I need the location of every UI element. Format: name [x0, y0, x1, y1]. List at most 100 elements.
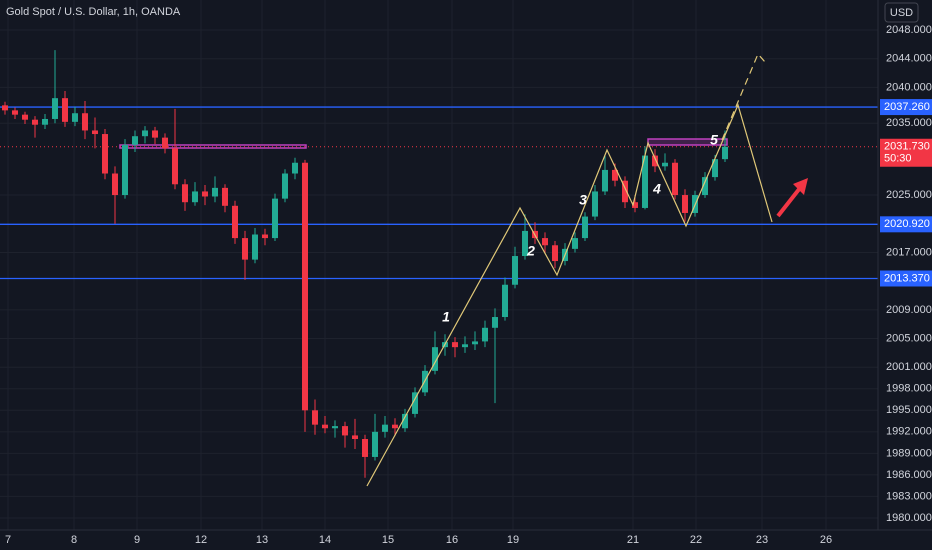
x-tick-label: 21: [627, 534, 639, 546]
last-price-box: [880, 138, 932, 167]
candle-body: [702, 177, 708, 196]
last-price-label: 2031.730: [884, 141, 930, 153]
candle-body: [712, 159, 718, 178]
wave-label: 5: [710, 132, 718, 148]
candle-body: [292, 162, 298, 174]
candle-body: [632, 202, 638, 208]
candle-body: [82, 113, 88, 131]
y-tick-label: 1992.000: [886, 426, 932, 438]
wave-label: 3: [579, 192, 587, 208]
candle-body: [42, 118, 48, 125]
axis: 2048.000 2044.000 2040.000 2035.000 2025.000…: [5, 24, 932, 546]
y-tick-label: 2040.000: [886, 81, 932, 93]
candle-body: [472, 341, 478, 345]
candle-body: [222, 187, 228, 206]
candle-body: [272, 198, 278, 239]
candle-body: [502, 284, 508, 318]
currency-box[interactable]: [884, 2, 919, 23]
candle-body: [342, 426, 348, 436]
candle-body: [362, 439, 368, 457]
candle-body: [722, 146, 728, 160]
wave-label: 2: [526, 243, 535, 259]
y-tick-label: 2048.000: [886, 24, 932, 36]
candle-body: [392, 424, 398, 429]
candle-body: [332, 426, 338, 429]
candle-body: [462, 344, 468, 348]
candle-body: [2, 105, 8, 111]
candle-body: [512, 256, 518, 285]
wave-drawing: 1 2 3 4 5: [366, 52, 808, 487]
candle-body: [492, 317, 498, 328]
x-tick-label: 16: [446, 534, 458, 546]
candle-body: [102, 134, 108, 174]
candle-body: [132, 136, 138, 145]
candle-body: [192, 191, 198, 203]
candle-body: [552, 245, 558, 262]
candle-body: [252, 234, 258, 260]
currency[interactable]: USD: [890, 7, 913, 19]
candle-body: [382, 424, 388, 432]
candle-body: [162, 137, 168, 149]
x-tick-label: 13: [256, 534, 268, 546]
candle-body: [572, 238, 578, 249]
level-label: 2013.370: [884, 272, 930, 284]
x-tick-label: 9: [134, 534, 140, 546]
x-tick-label: 15: [382, 534, 394, 546]
y-tick-label: 2035.000: [886, 117, 932, 129]
candle-body: [652, 155, 658, 167]
candle-body: [542, 238, 548, 246]
candle-body: [32, 119, 38, 125]
level-label: 2037.260: [884, 101, 930, 113]
candle-body: [622, 180, 628, 203]
candle-body: [642, 155, 648, 208]
y-tick-label: 2009.000: [886, 304, 932, 316]
x-tick-label: 12: [195, 534, 207, 546]
candle-body: [72, 113, 78, 122]
candle-body: [62, 98, 68, 122]
candle-body: [582, 216, 588, 239]
candle-body: [202, 191, 208, 197]
candle-body: [212, 187, 218, 197]
y-tick-label: 2044.000: [886, 53, 932, 65]
candle-body: [432, 347, 438, 371]
x-tick-label: 7: [5, 534, 11, 546]
y-tick-label: 2005.000: [886, 332, 932, 344]
arrow-head: [793, 178, 808, 195]
candle-body: [242, 238, 248, 260]
candle-body: [482, 327, 488, 342]
countdown: 50:30: [884, 153, 912, 165]
candle-body: [612, 169, 618, 181]
price-axis: [878, 0, 932, 530]
y-tick-label: 1989.000: [886, 447, 932, 459]
candle-body: [232, 205, 238, 239]
y-tick-label: 1995.000: [886, 404, 932, 416]
candle-body: [12, 110, 18, 115]
candle-body: [282, 173, 288, 199]
candle-body: [602, 169, 608, 192]
candle-body: [112, 173, 118, 196]
candle-body: [142, 130, 148, 137]
candle-body: [152, 130, 158, 138]
candle-body: [312, 410, 318, 425]
levels: [0, 106, 878, 280]
candle-body: [412, 392, 418, 414]
candle-body: [302, 162, 308, 411]
wave-label: 4: [652, 181, 661, 197]
candle-body: [322, 424, 328, 429]
y-tick-label: 2001.000: [886, 361, 932, 373]
level-label-box: [880, 99, 932, 116]
wave-label: 1: [442, 309, 450, 325]
level-label-box: [880, 216, 932, 233]
candle-body: [672, 162, 678, 196]
candle-body: [662, 162, 668, 167]
candle-body: [592, 191, 598, 217]
y-tick-label: 1983.000: [886, 490, 932, 502]
wave-projection: [721, 52, 766, 141]
candle-body: [172, 148, 178, 185]
y-tick-label: 2017.000: [886, 246, 932, 258]
x-tick-label: 14: [319, 534, 331, 546]
y-tick-label: 1980.000: [886, 512, 932, 524]
